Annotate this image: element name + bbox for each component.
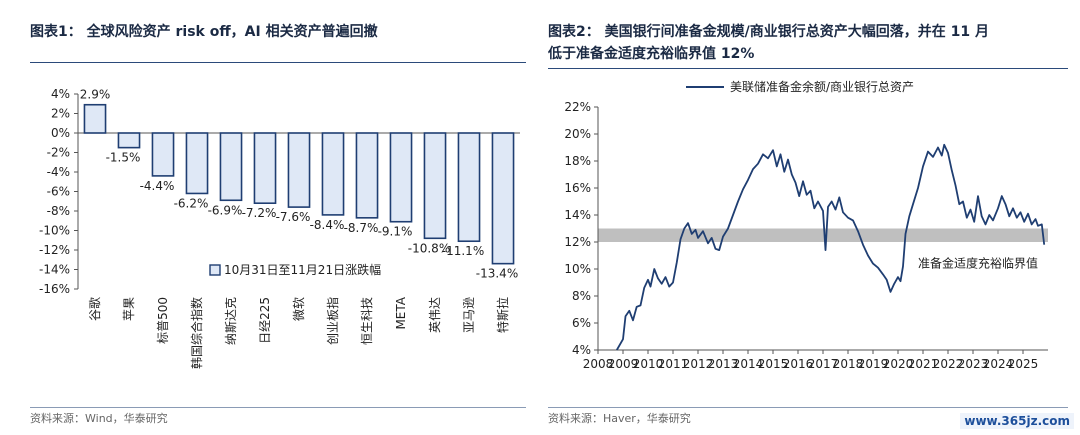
bar: [355, 132, 379, 219]
category-label: 标普500: [156, 297, 170, 344]
x-tick-label: 2020: [883, 357, 914, 371]
left-source: 资料来源：Wind，华泰研究: [30, 412, 168, 425]
data-label: -6.2%: [174, 196, 209, 210]
bar: [491, 132, 515, 265]
line-chart: 22%20%18%16%14%12%10%8%6%4%2008200920102…: [564, 79, 1048, 371]
x-tick-label: 2019: [858, 357, 889, 371]
bar: [389, 132, 413, 223]
y-tick-label: -4%: [47, 165, 70, 179]
y-tick-label: 2%: [51, 107, 70, 121]
right-bottom-rule: [548, 407, 1068, 408]
data-label: -4.4%: [140, 179, 175, 193]
y-tick-label: 14%: [564, 208, 591, 222]
x-tick-label: 2015: [758, 357, 789, 371]
x-tick-label: 2018: [833, 357, 864, 371]
x-tick-label: 2022: [933, 357, 964, 371]
y-tick-label: 10%: [564, 262, 591, 276]
x-tick-label: 2008: [583, 357, 614, 371]
left-title-rule: [30, 62, 526, 63]
bar: [423, 132, 447, 240]
legend-label: 美联储准备金余额/商业银行总资产: [730, 79, 914, 94]
data-label: -13.4%: [476, 267, 518, 281]
y-tick-label: 4%: [572, 343, 591, 357]
watermark-text: www.365jz.com: [960, 413, 1074, 429]
y-tick-label: -16%: [39, 282, 70, 296]
category-label: 苹果: [122, 297, 136, 321]
y-tick-label: 0%: [51, 126, 70, 140]
x-tick-label: 2025: [1008, 357, 1039, 371]
category-label: 英伟达: [428, 297, 442, 333]
category-label: 恒生科技: [360, 297, 374, 345]
x-tick-label: 2010: [633, 357, 664, 371]
bar: [151, 132, 175, 177]
data-label: -8.7%: [344, 221, 379, 235]
y-tick-label: 6%: [572, 316, 591, 330]
x-tick-label: 2021: [908, 357, 939, 371]
x-tick-label: 2016: [783, 357, 814, 371]
y-tick-label: -10%: [39, 224, 70, 238]
data-label: -7.2%: [242, 206, 277, 220]
category-label: 创业板指: [325, 297, 340, 345]
data-label: -11.1%: [442, 244, 484, 258]
bar: [219, 132, 243, 202]
y-tick-label: 16%: [564, 181, 591, 195]
x-tick-label: 2014: [733, 357, 764, 371]
category-label: META: [394, 296, 408, 329]
bar: [321, 132, 345, 216]
bar: [287, 132, 311, 208]
x-tick-label: 2024: [983, 357, 1014, 371]
x-tick-label: 2009: [608, 357, 639, 371]
category-label: 谷歌: [87, 297, 102, 321]
y-tick-label: 18%: [564, 154, 591, 168]
data-label: 2.9%: [80, 88, 111, 102]
left-bottom-rule: [30, 407, 526, 408]
category-label: 特斯拉: [495, 297, 510, 333]
y-tick-label: -2%: [47, 146, 70, 160]
data-label: -10.8%: [408, 241, 450, 255]
y-tick-label: 20%: [564, 127, 591, 141]
data-label: -7.6%: [276, 210, 311, 224]
x-tick-label: 2012: [683, 357, 714, 371]
category-label: 亚马逊: [462, 297, 476, 333]
y-tick-label: 4%: [51, 87, 70, 101]
bar: [83, 103, 107, 134]
x-tick-label: 2011: [658, 357, 689, 371]
category-label: 韩国综合指数: [189, 297, 204, 369]
threshold-band: [598, 228, 1048, 242]
series-line: [616, 143, 1046, 351]
bar: [253, 132, 277, 204]
left-panel: 图表1： 全球风险资产 risk off，AI 相关资产普遍回撤 4% 2% 0% -…: [0, 0, 530, 435]
y-tick-label: -6%: [47, 185, 70, 199]
data-label: -6.9%: [208, 203, 243, 217]
y-tick-label: 12%: [564, 235, 591, 249]
bar-chart: 4% 2% 0% -2% -4% -6% -8% -10% -12% -14% -16% 2.9% 谷歌…: [39, 87, 520, 369]
y-tick-label: -14%: [39, 263, 70, 277]
x-tick-label: 2017: [808, 357, 839, 371]
y-tick-label: 22%: [564, 100, 591, 114]
data-label: -9.1%: [378, 225, 413, 239]
category-label: 纳斯达克: [224, 297, 238, 345]
y-tick-label: 8%: [572, 289, 591, 303]
category-label: 日经225: [258, 297, 272, 344]
right-title-rule: [548, 68, 1068, 69]
x-tick-label: 2013: [708, 357, 739, 371]
bar: [117, 132, 141, 149]
data-label: -1.5%: [106, 151, 141, 165]
x-tick-label: 2023: [958, 357, 989, 371]
bar: [457, 132, 481, 243]
right-panel: 图表2： 美国银行间准备金规模/商业银行总资产大幅回落，并在 11 月 低于准备…: [548, 0, 1080, 435]
legend-label: 10月31日至11月21日涨跌幅: [224, 262, 381, 277]
y-tick-label: -8%: [47, 204, 70, 218]
bar: [185, 132, 209, 195]
right-source: 资料来源：Haver，华泰研究: [548, 412, 691, 425]
category-label: 微软: [292, 297, 306, 321]
legend-swatch: [209, 264, 221, 276]
right-chart-title-line1: 图表2： 美国银行间准备金规模/商业银行总资产大幅回落，并在 11 月: [548, 24, 989, 40]
left-chart-title: 图表1： 全球风险资产 risk off，AI 相关资产普遍回撤: [30, 24, 378, 40]
y-tick-label: -12%: [39, 243, 70, 257]
annotation-label: 准备金适度充裕临界值: [918, 256, 1038, 271]
data-label: -8.4%: [310, 218, 345, 232]
right-chart-title-line2: 低于准备金适度充裕临界值 12%: [548, 46, 755, 62]
